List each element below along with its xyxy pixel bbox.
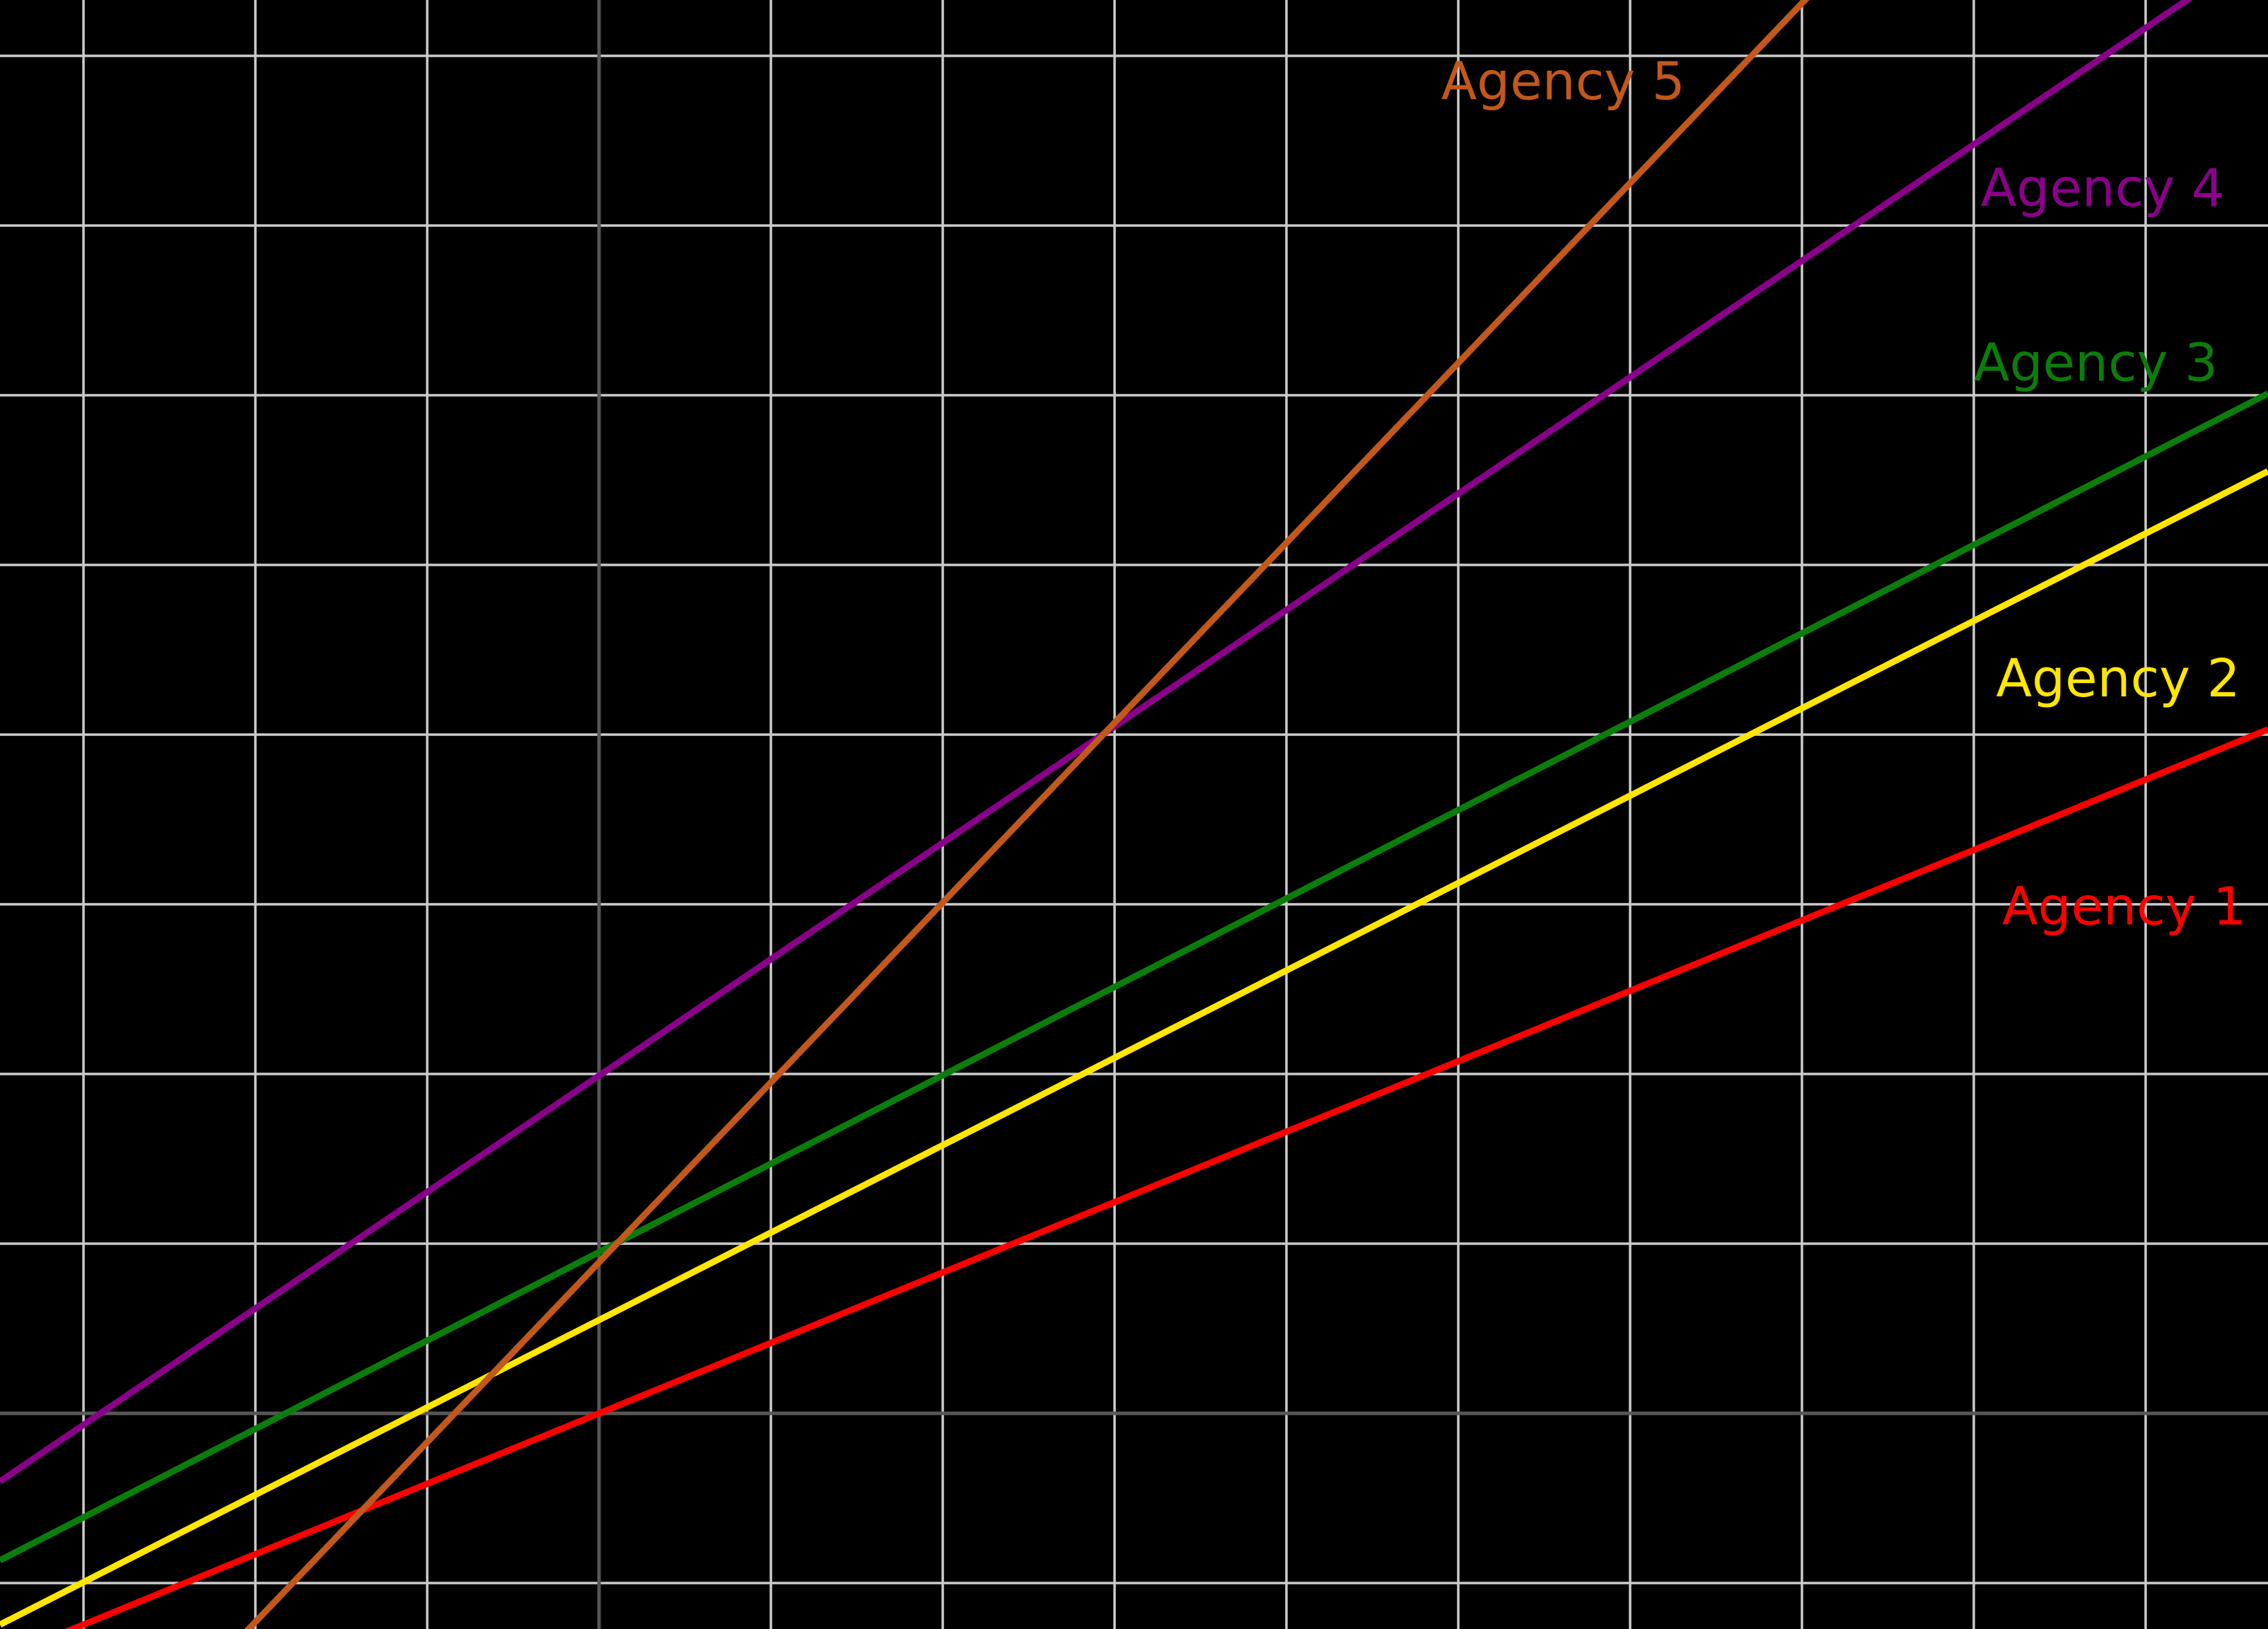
agency-5-label: Agency 5 — [1441, 51, 1685, 112]
label-layer: Agency 1 Agency 2 Agency 3 Agency 4 Agency 5 — [1441, 51, 2246, 937]
agency-2-label: Agency 2 — [1996, 648, 2240, 709]
agency-1-label: Agency 1 — [2002, 876, 2246, 937]
agency-2-line — [0, 468, 2268, 1628]
agency-4-line — [0, 0, 2193, 1485]
agency-1-line — [64, 726, 2268, 1629]
agency-3-label: Agency 3 — [1974, 333, 2218, 394]
agency-4-label: Agency 4 — [1981, 158, 2225, 218]
agency-3-line — [0, 390, 2268, 1563]
